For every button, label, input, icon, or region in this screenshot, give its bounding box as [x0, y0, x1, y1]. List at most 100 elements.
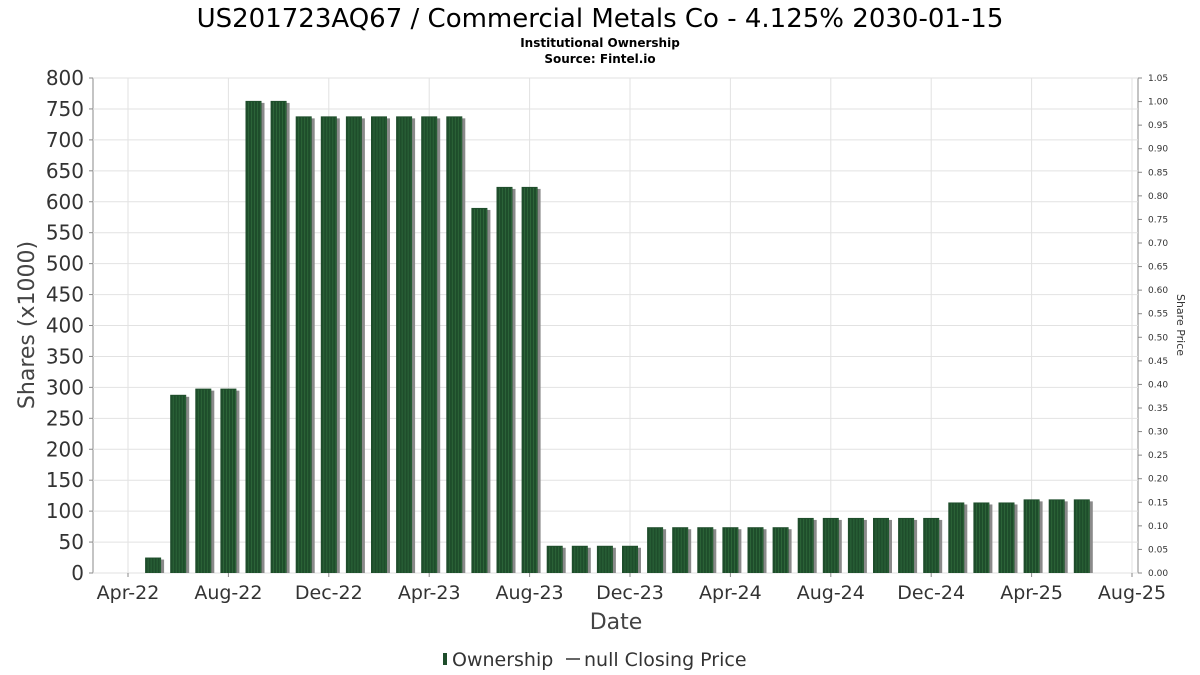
- bar: [396, 116, 416, 574]
- bar-fill: [973, 502, 990, 573]
- y-tick-label: 700: [46, 128, 84, 152]
- y2-tick-label: 0.55: [1148, 310, 1168, 320]
- bar: [647, 527, 667, 573]
- bar: [622, 545, 641, 573]
- y-axis-left: 0 50 100 150 200 250 300 350 400 450 500 550 600 650 7…: [46, 66, 93, 585]
- x-axis: Apr-22 Aug-22 Dec-22 Apr-23 Aug-23 Dec-23 Apr-…: [97, 573, 1166, 604]
- bar: [446, 116, 466, 574]
- chart-subtitle: Institutional Ownership: [520, 36, 680, 50]
- bar-fill: [471, 207, 488, 573]
- y2-tick-label: 0.40: [1148, 380, 1168, 390]
- chart-source: Source: Fintel.io: [544, 52, 655, 66]
- bar: [596, 545, 616, 573]
- bar-fill: [1023, 499, 1040, 573]
- y2-tick-label: 1.00: [1148, 98, 1168, 108]
- bar-fill: [546, 545, 563, 573]
- y2-tick-label: 0.50: [1148, 333, 1168, 343]
- bar-fill: [1073, 499, 1090, 573]
- bar: [245, 100, 265, 574]
- bar-fill: [747, 527, 764, 573]
- y2-tick-label: 0.65: [1148, 263, 1168, 273]
- bar: [747, 527, 767, 573]
- bar: [546, 545, 566, 573]
- bar: [973, 502, 993, 573]
- y-tick-label: 400: [46, 314, 84, 338]
- x-tick-label: Aug-24: [797, 582, 865, 604]
- bar: [496, 186, 516, 573]
- bar: [145, 557, 165, 573]
- bar: [571, 545, 591, 573]
- y-tick-label: 200: [46, 437, 84, 461]
- bar-fill: [145, 557, 162, 573]
- bar-fill: [596, 545, 613, 573]
- bar: [320, 116, 340, 574]
- bar: [371, 116, 390, 574]
- bar: [847, 517, 867, 573]
- y-tick-label: 100: [46, 499, 84, 523]
- bar: [170, 394, 190, 573]
- bar: [722, 527, 742, 573]
- bar: [873, 517, 892, 573]
- bar-fill: [1048, 499, 1065, 573]
- y2-tick-label: 0.00: [1148, 569, 1168, 579]
- bar-fill: [772, 527, 789, 573]
- y-tick-label: 500: [46, 252, 84, 276]
- y2-tick-label: 0.90: [1148, 145, 1168, 155]
- y2-tick-label: 0.20: [1148, 475, 1168, 485]
- y2-tick-label: 0.85: [1148, 168, 1168, 178]
- bar: [220, 388, 240, 573]
- bar-fill: [496, 186, 513, 573]
- bar: [898, 517, 918, 573]
- bar-fill: [647, 527, 664, 573]
- y2-tick-label: 0.45: [1148, 357, 1168, 367]
- legend-ownership-swatch: [443, 653, 447, 665]
- y2-tick-label: 0.80: [1148, 192, 1168, 202]
- bar: [672, 527, 692, 573]
- bar-fill: [722, 527, 739, 573]
- y2-axis-label: Share Price: [1174, 294, 1187, 356]
- bar-fill: [345, 116, 362, 574]
- x-tick-label: Apr-23: [398, 582, 461, 604]
- y-axis-right: 0.00 0.05 0.10 0.15 0.20 0.25 0.30 0.35 0.40 0.45…: [1138, 74, 1168, 579]
- x-tick-label: Dec-23: [596, 582, 664, 604]
- bar: [822, 517, 842, 573]
- bar-fill: [371, 116, 387, 574]
- y-axis-label: Shares (x1000): [15, 241, 40, 409]
- y-tick-label: 250: [46, 406, 84, 430]
- x-axis-label: Date: [590, 610, 643, 635]
- bar: [270, 100, 290, 574]
- x-tick-label: Aug-22: [194, 582, 262, 604]
- bar-fill: [421, 116, 438, 574]
- bar: [1023, 499, 1043, 573]
- bar: [521, 186, 541, 573]
- bar: [471, 207, 491, 573]
- bar-fill: [822, 517, 839, 573]
- y2-tick-label: 0.75: [1148, 215, 1168, 225]
- bar: [195, 388, 215, 573]
- bar: [1048, 499, 1068, 573]
- bar-fill: [521, 186, 538, 573]
- bar-fill: [622, 545, 638, 573]
- y2-tick-label: 0.30: [1148, 428, 1168, 438]
- bar: [998, 502, 1018, 573]
- y2-tick-label: 0.05: [1148, 545, 1168, 555]
- y-tick-label: 800: [46, 66, 84, 90]
- bar-fill: [170, 394, 187, 573]
- bar: [772, 527, 792, 573]
- y2-tick-label: 0.35: [1148, 404, 1168, 414]
- y2-tick-label: 0.15: [1148, 498, 1168, 508]
- y-tick-label: 750: [46, 97, 84, 121]
- bar-fill: [220, 388, 237, 573]
- bar: [923, 517, 943, 573]
- bar-fill: [873, 517, 889, 573]
- x-tick-label: Apr-24: [699, 582, 762, 604]
- y2-tick-label: 0.10: [1148, 522, 1168, 532]
- y2-tick-label: 0.95: [1148, 121, 1168, 131]
- bar-fill: [898, 517, 915, 573]
- x-tick-label: Aug-25: [1098, 582, 1166, 604]
- bar: [948, 502, 968, 573]
- bar-fill: [672, 527, 689, 573]
- chart-title: US201723AQ67 / Commercial Metals Co - 4.…: [197, 4, 1004, 34]
- y-tick-label: 350: [46, 344, 84, 368]
